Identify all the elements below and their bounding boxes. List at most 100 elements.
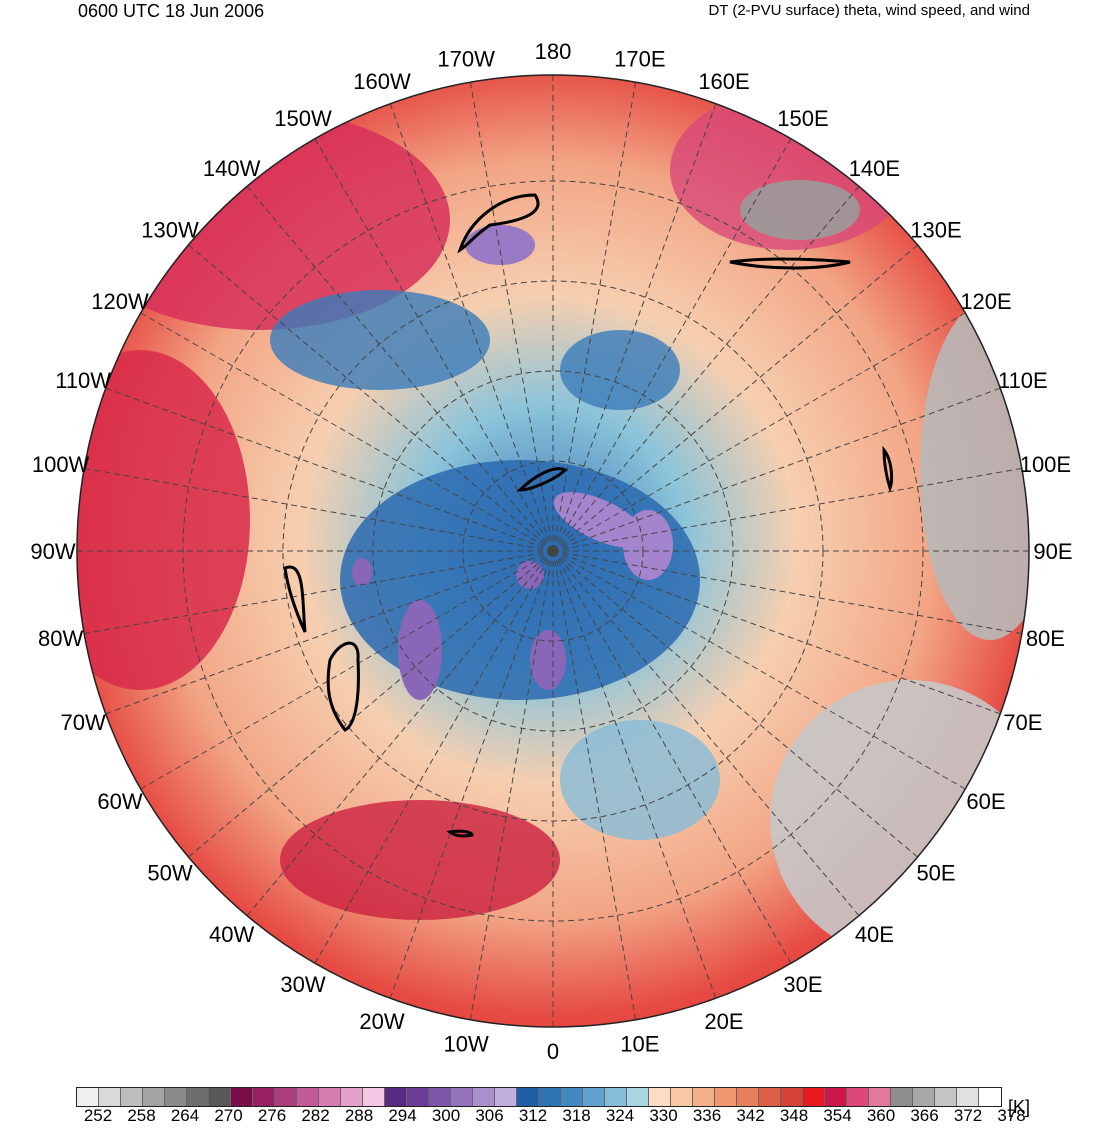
colorbar-tick: 282 bbox=[301, 1106, 330, 1125]
colorbar-swatch bbox=[341, 1088, 363, 1106]
lon-label-50W: 50W bbox=[147, 860, 192, 885]
jet-contour-pacific bbox=[457, 193, 540, 254]
lon-label-140W: 140W bbox=[203, 156, 261, 181]
lon-label-40W: 40W bbox=[209, 922, 254, 947]
lon-label-170W: 170W bbox=[437, 47, 495, 72]
lon-label-60E: 60E bbox=[966, 789, 1005, 814]
lon-label-130W: 130W bbox=[141, 218, 199, 243]
colorbar-swatch bbox=[957, 1088, 979, 1106]
colorbar-swatch bbox=[671, 1088, 693, 1106]
colorbar-swatch bbox=[429, 1088, 451, 1106]
longitude-labels: 180 170E 160E 150E 140E 130E 120E 110E 100E 90E 80… bbox=[30, 39, 1072, 1064]
lon-label-30E: 30E bbox=[783, 972, 822, 997]
colorbar-swatch bbox=[253, 1088, 275, 1106]
colorbar-swatch bbox=[781, 1088, 803, 1106]
colorbar-swatch bbox=[759, 1088, 781, 1106]
colorbar-tick: 348 bbox=[779, 1106, 809, 1125]
colorbar-swatch bbox=[935, 1088, 957, 1106]
cold-high-east-asia bbox=[740, 180, 860, 240]
colorbar-swatch bbox=[825, 1088, 847, 1106]
colorbar-swatch bbox=[869, 1088, 891, 1106]
field-title: DT (2-PVU surface) theta, wind speed, an… bbox=[708, 2, 1030, 19]
colorbar-swatch bbox=[99, 1088, 121, 1106]
lon-label-0: 0 bbox=[547, 1039, 559, 1064]
colorbar-swatch bbox=[649, 1088, 671, 1106]
colorbar-swatch bbox=[407, 1088, 429, 1106]
colorbar-swatch bbox=[165, 1088, 187, 1106]
colorbar-swatch bbox=[209, 1088, 231, 1106]
minimum-5 bbox=[530, 630, 566, 690]
lon-label-130E: 130E bbox=[910, 218, 961, 243]
jet-contour-labrador-2 bbox=[326, 641, 360, 732]
colorbar-tick: 258 bbox=[127, 1106, 156, 1125]
colorbar-tick: 264 bbox=[170, 1106, 200, 1125]
minimum-1 bbox=[465, 225, 535, 265]
lon-label-160W: 160W bbox=[353, 69, 411, 94]
colorbar-swatch bbox=[495, 1088, 517, 1106]
lon-label-80W: 80W bbox=[38, 626, 83, 651]
colorbar-swatch bbox=[363, 1088, 385, 1106]
colorbar-swatch bbox=[605, 1088, 627, 1106]
cold-pool-siberia bbox=[560, 330, 680, 410]
lon-label-160E: 160E bbox=[698, 69, 749, 94]
lon-label-80E: 80E bbox=[1026, 626, 1065, 651]
lon-label-180: 180 bbox=[535, 39, 572, 64]
colorbar-swatch bbox=[891, 1088, 913, 1106]
colorbar-swatch bbox=[627, 1088, 649, 1106]
colorbar-tick-labels: 252 258 264 270 276 282 288 294 300 306 312 318 324 3… bbox=[76, 1106, 1026, 1128]
jet-contour-atlantic bbox=[446, 829, 474, 838]
lon-label-140E: 140E bbox=[849, 156, 900, 181]
lon-label-100W: 100W bbox=[32, 452, 90, 477]
lon-label-110E: 110E bbox=[998, 368, 1048, 393]
colorbar-swatch bbox=[297, 1088, 319, 1106]
lon-label-150E: 150E bbox=[777, 106, 828, 131]
minimum-2 bbox=[553, 492, 647, 548]
colorbar-unit: [K] bbox=[1008, 1097, 1031, 1117]
colorbar-swatch bbox=[693, 1088, 715, 1106]
lon-label-110W: 110W bbox=[55, 368, 111, 393]
colorbar-swatch bbox=[847, 1088, 869, 1106]
colorbar-swatch bbox=[143, 1088, 165, 1106]
lon-label-70W: 70W bbox=[61, 710, 106, 735]
lon-label-150W: 150W bbox=[274, 106, 332, 131]
colorbar-tick: 372 bbox=[953, 1106, 983, 1125]
colorbar-swatch bbox=[737, 1088, 759, 1106]
colorbar-tick: 252 bbox=[83, 1106, 113, 1125]
colorbar-tick: 378 bbox=[997, 1106, 1026, 1125]
colorbar-swatch bbox=[583, 1088, 605, 1106]
colorbar-swatch bbox=[715, 1088, 737, 1106]
minimum-3 bbox=[623, 510, 673, 580]
colorbar-swatch bbox=[121, 1088, 143, 1106]
colorbar-swatch bbox=[803, 1088, 825, 1106]
colorbar-tick: 288 bbox=[344, 1106, 374, 1125]
lon-label-60W: 60W bbox=[97, 789, 142, 814]
lon-label-90W: 90W bbox=[30, 539, 75, 564]
colorbar-tick: 324 bbox=[605, 1106, 635, 1125]
lon-label-120W: 120W bbox=[91, 289, 149, 314]
lon-label-70E: 70E bbox=[1003, 710, 1042, 735]
wind-speed-contours bbox=[283, 193, 894, 838]
colorbar-swatch bbox=[77, 1088, 99, 1106]
colorbar-tick: 270 bbox=[214, 1106, 243, 1125]
lon-label-20E: 20E bbox=[704, 1009, 743, 1034]
lon-label-90E: 90E bbox=[1033, 539, 1072, 564]
polar-map: 180 170E 160E 150E 140E 130E 120E 110E 100E 90E 80… bbox=[30, 39, 1072, 1064]
jet-contour-arctic bbox=[516, 467, 568, 492]
colorbar-swatch bbox=[451, 1088, 473, 1106]
lon-label-50E: 50E bbox=[916, 860, 955, 885]
cold-pool-europe bbox=[560, 720, 720, 840]
colorbar-tick: 330 bbox=[649, 1106, 678, 1125]
lon-label-30W: 30W bbox=[280, 972, 325, 997]
jet-contour-siberia bbox=[882, 445, 894, 493]
colorbar-tick: 312 bbox=[518, 1106, 548, 1125]
cold-pool-pacific bbox=[270, 290, 490, 390]
lon-label-10E: 10E bbox=[620, 1031, 659, 1056]
colorbar-swatch bbox=[913, 1088, 935, 1106]
warm-region-atlantic bbox=[280, 800, 560, 920]
colorbar-tick: 360 bbox=[866, 1106, 896, 1125]
colorbar-swatch bbox=[517, 1088, 539, 1106]
colorbar bbox=[76, 1087, 1002, 1107]
colorbar-tick: 354 bbox=[823, 1106, 852, 1125]
lon-label-10W: 10W bbox=[444, 1031, 489, 1056]
colorbar-swatch bbox=[979, 1088, 1001, 1106]
